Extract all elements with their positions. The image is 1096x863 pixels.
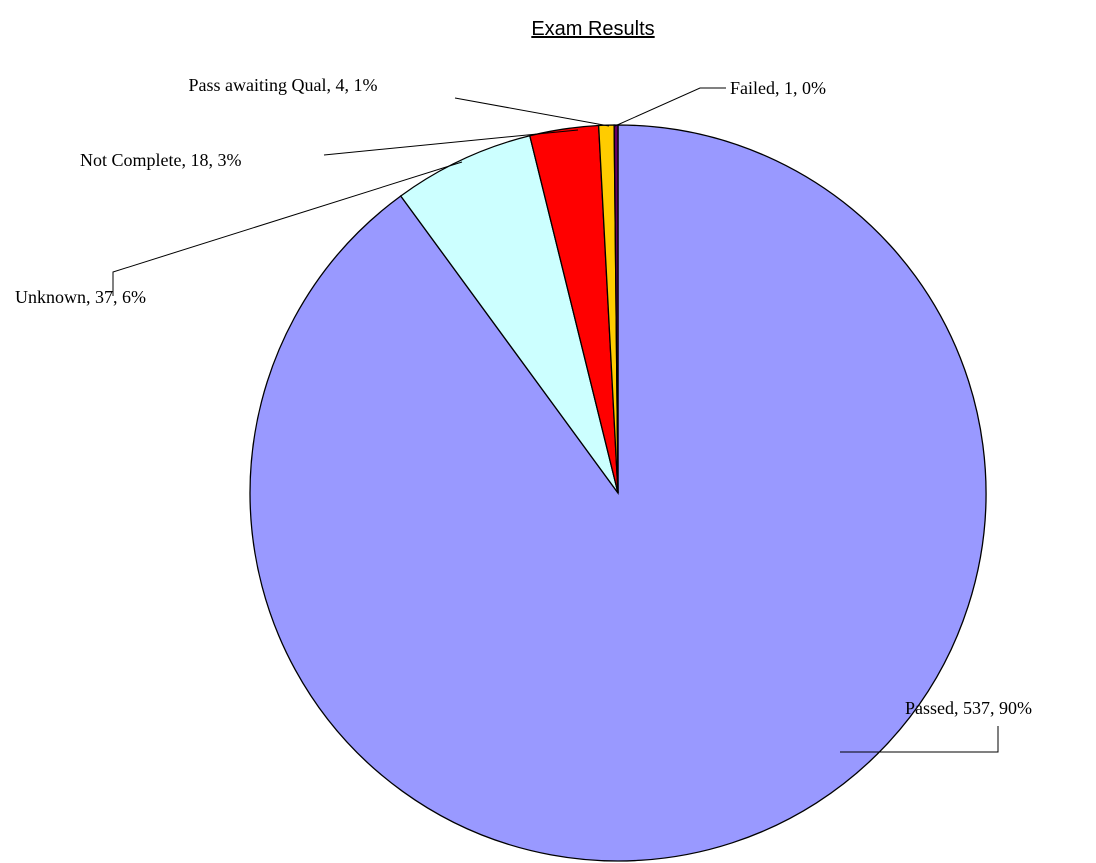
leader-line xyxy=(614,87,726,127)
data-label: Not Complete, 18, 3% xyxy=(80,150,242,170)
leader-line xyxy=(454,97,610,127)
leader-line xyxy=(323,129,579,156)
chart-title: Exam Results xyxy=(531,18,655,40)
data-label: Unknown, 37, 6% xyxy=(15,287,146,307)
data-label: Passed, 537, 90% xyxy=(905,698,1032,718)
leader-line xyxy=(840,726,999,753)
data-label: Pass awaiting Qual, 4, 1% xyxy=(188,75,378,95)
leader-line xyxy=(112,161,463,296)
data-label: Failed, 1, 0% xyxy=(730,78,826,98)
pie-slice xyxy=(399,134,619,494)
